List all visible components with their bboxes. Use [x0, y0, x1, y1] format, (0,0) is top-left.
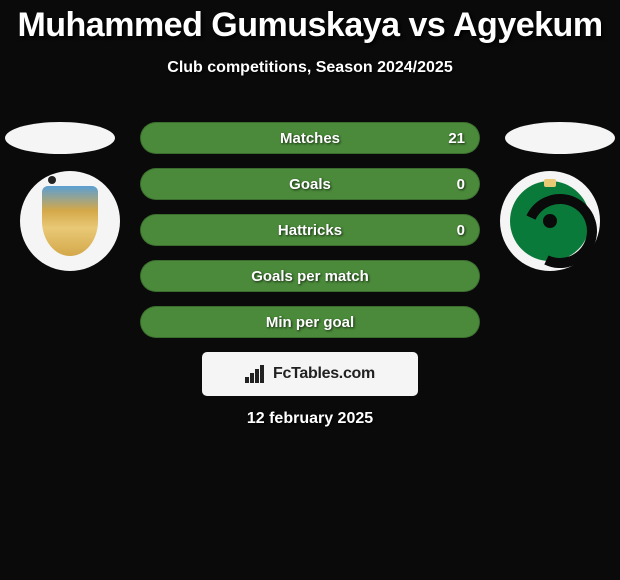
stat-row-goals: Goals 0 — [140, 168, 480, 200]
page-title: Muhammed Gumuskaya vs Agyekum — [0, 0, 620, 45]
player-silhouette-right — [505, 122, 615, 154]
club-badge-left — [20, 171, 120, 271]
brand-text: FcTables.com — [273, 365, 375, 383]
shield-icon — [42, 186, 98, 256]
stat-value-right: 21 — [448, 130, 465, 147]
club-badge-right — [500, 171, 600, 271]
stat-row-hattricks: Hattricks 0 — [140, 214, 480, 246]
stat-row-matches: Matches 21 — [140, 122, 480, 154]
bar-chart-icon — [245, 365, 267, 383]
subtitle: Club competitions, Season 2024/2025 — [0, 59, 620, 77]
stat-label: Min per goal — [141, 314, 479, 331]
stat-row-goals-per-match: Goals per match — [140, 260, 480, 292]
stat-row-min-per-goal: Min per goal — [140, 306, 480, 338]
crown-icon — [544, 179, 556, 187]
stat-value-right: 0 — [457, 222, 465, 239]
player-silhouette-left — [5, 122, 115, 154]
brand-badge[interactable]: FcTables.com — [202, 352, 418, 396]
stats-panel: Matches 21 Goals 0 Hattricks 0 Goals per… — [140, 122, 480, 352]
stat-label: Goals — [141, 176, 479, 193]
stat-label: Matches — [141, 130, 479, 147]
date-label: 12 february 2025 — [0, 410, 620, 428]
stat-label: Goals per match — [141, 268, 479, 285]
circle-c-icon — [510, 181, 590, 261]
stat-label: Hattricks — [141, 222, 479, 239]
stat-value-right: 0 — [457, 176, 465, 193]
